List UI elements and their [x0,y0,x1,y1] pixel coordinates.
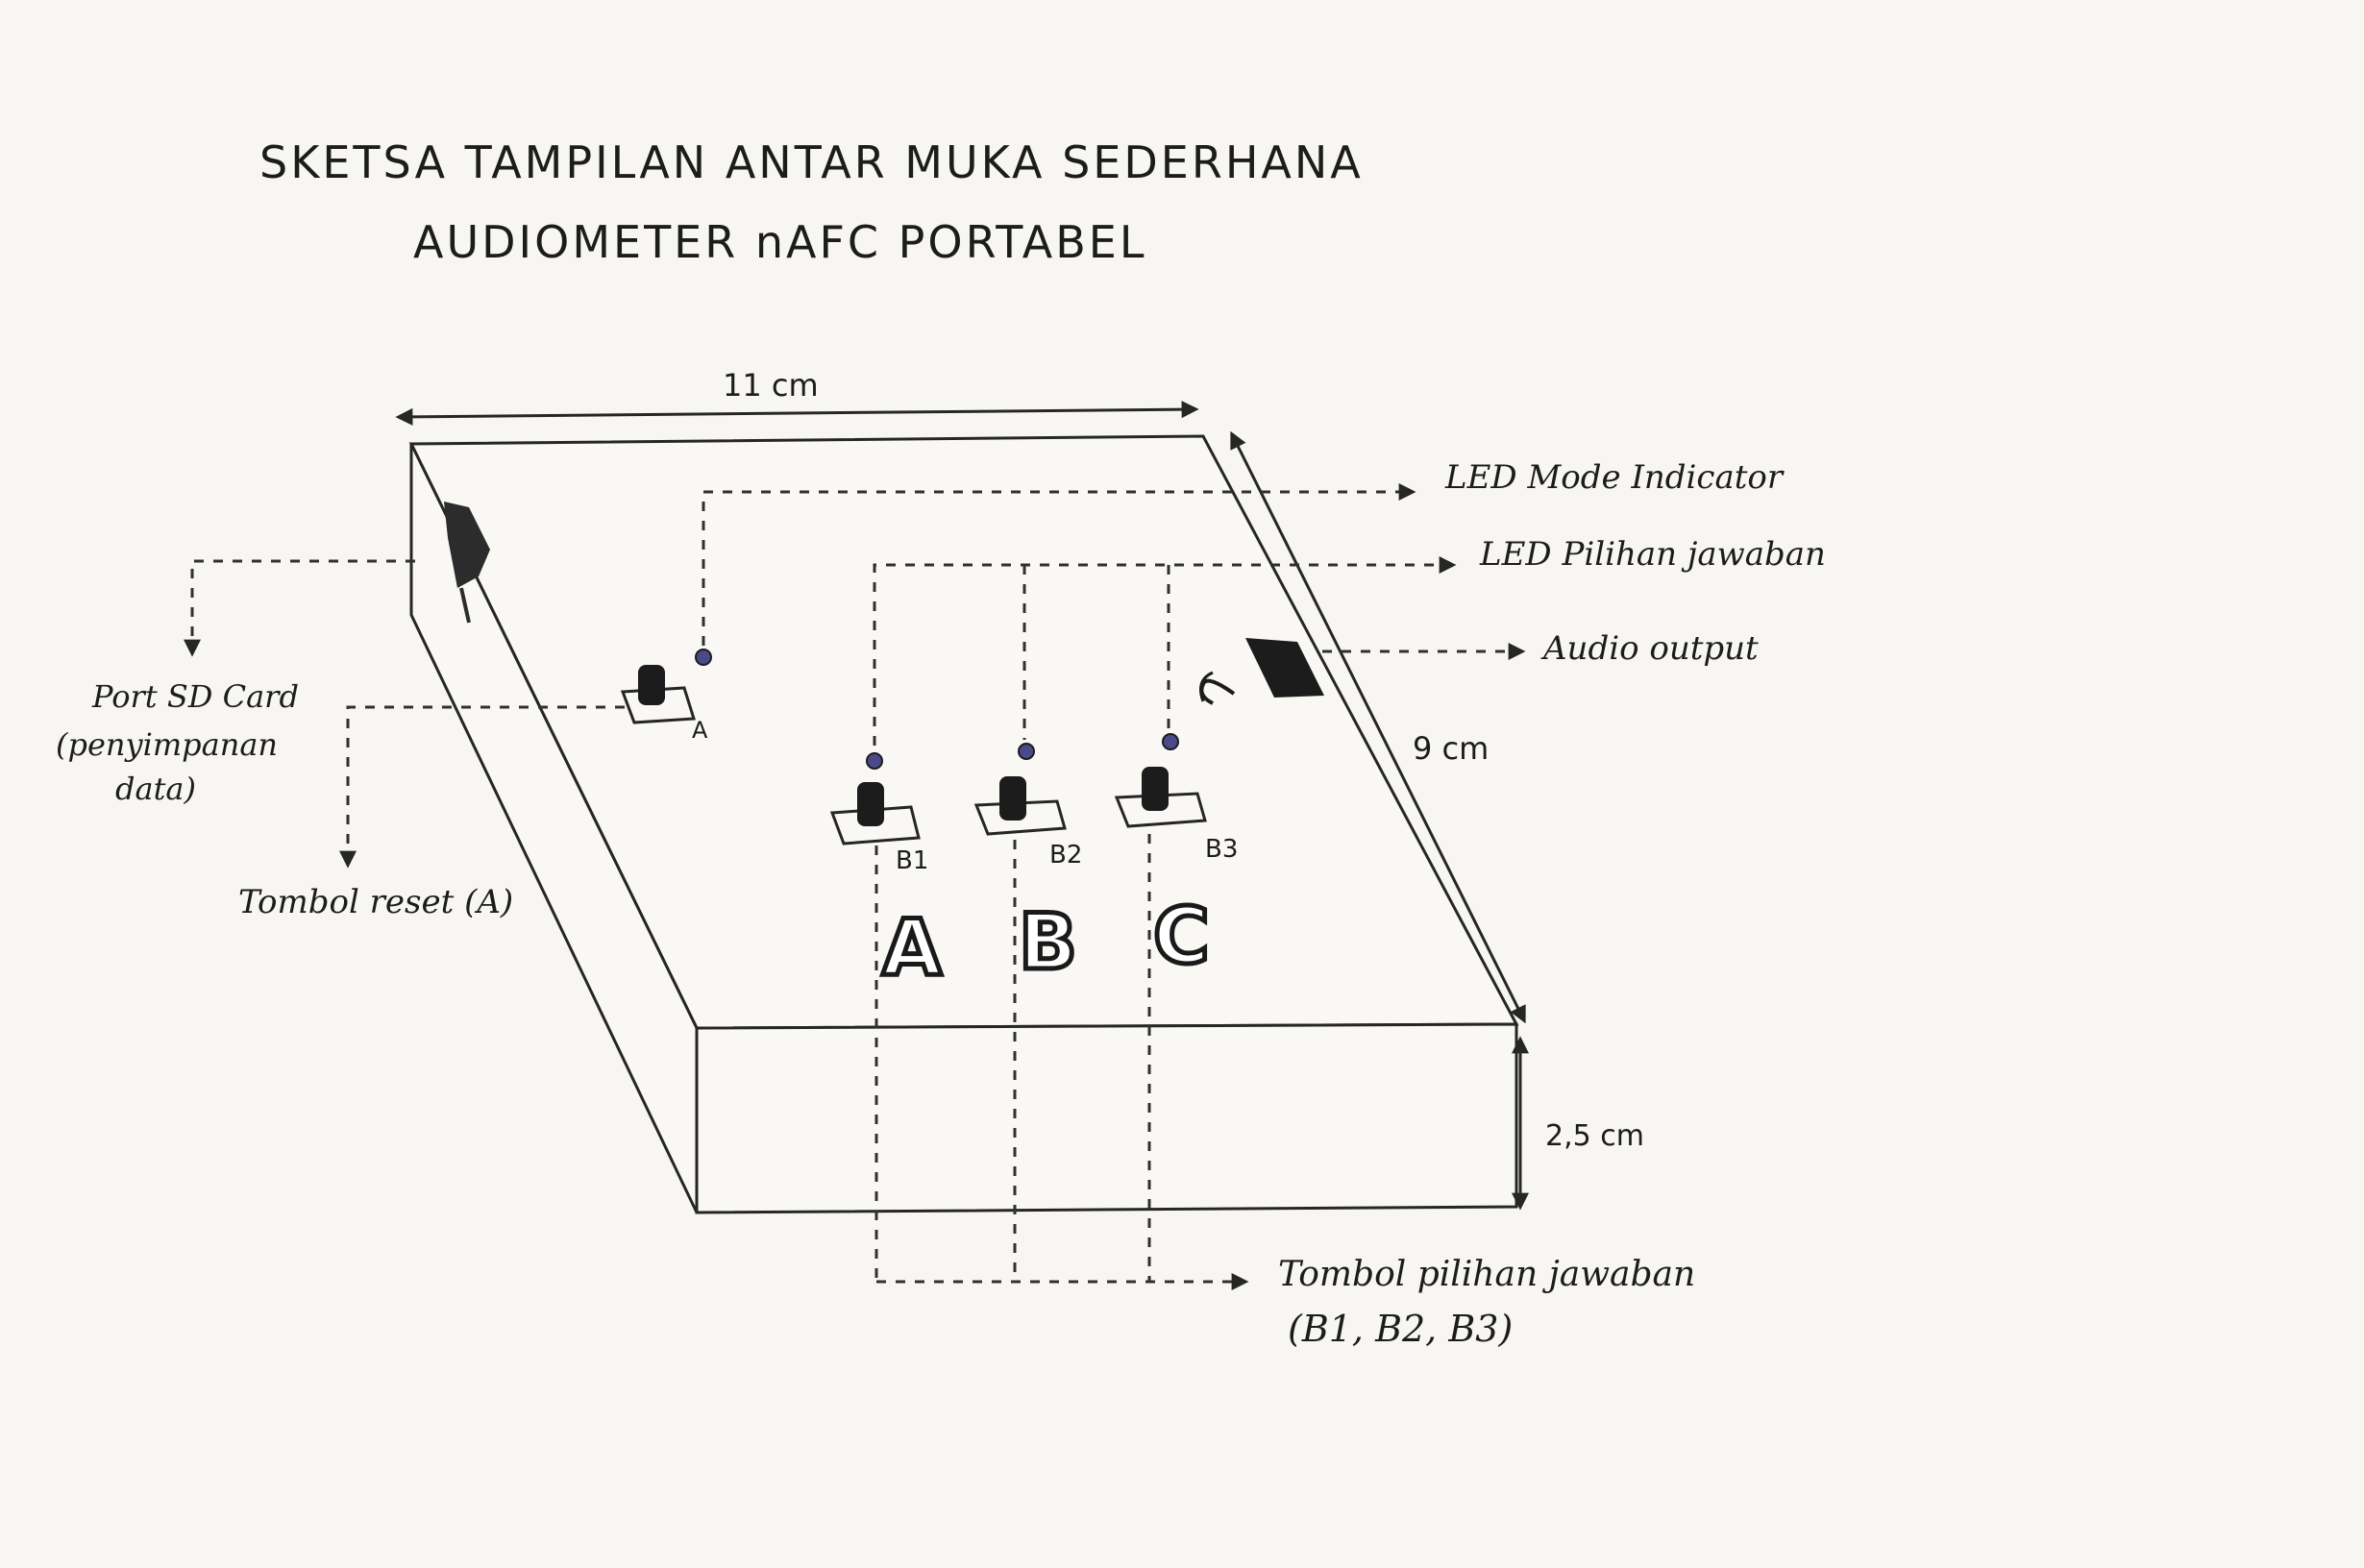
answer-buttons-label-1: Tombol pilihan jawaban [1278,1255,1695,1294]
device-front-face [695,1022,1518,1214]
dimension-width: 11 cm [395,367,1199,426]
led-icon [1018,743,1035,760]
led-icon [1162,733,1179,750]
reset-leader [339,705,625,869]
reset-button[interactable]: A [620,665,708,744]
led-mode-label: LED Mode Indicator [1444,458,1785,497]
answer-buttons-label-2: (B1, B2, B3) [1288,1308,1513,1350]
led-mode-leader [702,483,1416,646]
answer-button-b3[interactable]: B3 [1114,767,1238,864]
dimension-depth-label: 9 cm [1413,730,1489,767]
reset-label: Tombol reset (A) [238,883,513,921]
answer-letter-a: A [882,903,942,992]
sd-card-label-3: data) [115,771,196,807]
led-icon [695,649,712,666]
answer-button-b3-label: B3 [1205,835,1238,864]
headphone-icon [1199,671,1236,705]
answer-letter-b: B [1019,897,1077,987]
answer-letter-c: C [1153,892,1210,981]
answer-button-b1[interactable]: B1 [829,782,928,875]
device-box [408,434,1519,1214]
audio-output-label: Audio output [1540,629,1759,668]
reset-button-label: A [692,717,708,744]
led-icon [866,752,883,770]
title-line-2: AUDIOMETER nAFC PORTABEL [413,216,1146,268]
sd-card-port-icon [444,502,490,624]
sd-card-leader [184,559,415,657]
dimension-depth: 9 cm [1230,430,1526,1024]
led-choice-label: LED Pilihan jawaban [1479,535,1826,574]
sd-card-label-1: Port SD Card [91,678,299,715]
sd-card-label-2: (penyimpanan [56,726,278,763]
led-choice-leader [873,556,1457,746]
title-line-1: SKETSA TAMPILAN ANTAR MUKA SEDERHANA [259,136,1364,188]
answer-button-b1-label: B1 [896,846,928,875]
dimension-width-label: 11 cm [723,367,819,404]
dimension-height: 2,5 cm [1512,1036,1644,1211]
audio-output-jack [1245,638,1324,698]
answer-button-b2[interactable]: B2 [973,776,1082,870]
answer-button-b2-label: B2 [1049,841,1082,870]
dimension-height-label: 2,5 cm [1545,1119,1644,1153]
